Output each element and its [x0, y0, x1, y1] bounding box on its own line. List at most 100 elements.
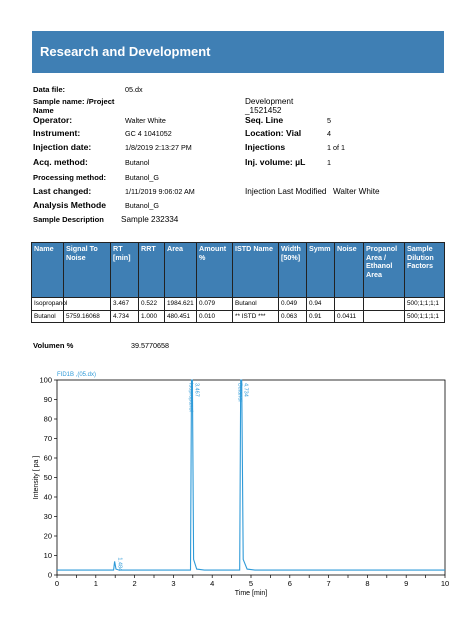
chart-title: FID1B ,(05.dx) [57, 372, 97, 378]
y-tick-label: 90 [44, 395, 52, 404]
instrument-value: GC 4 1041052 [125, 129, 172, 138]
data-file-label: Data file: [33, 85, 66, 94]
column-header: Noise [334, 242, 364, 298]
inj-volume-label: Inj. volume: µL [245, 157, 306, 167]
y-tick-label: 0 [48, 571, 52, 580]
table-row: Butanol 5759.16068 4.734 1.000 480.451 0… [31, 309, 445, 323]
results-table: Name Signal To Noise RT [min] RRT Area A… [31, 242, 445, 323]
column-header: Propanol Area / Ethanol Area [363, 242, 405, 298]
y-tick-label: 60 [44, 454, 52, 463]
analysis-method-label: Analysis Methode [33, 200, 107, 210]
y-tick-label: 50 [44, 473, 52, 482]
column-header: ISTD Name [232, 242, 279, 298]
y-tick-label: 40 [44, 493, 52, 502]
peak-rt-label: 4.734 [243, 383, 249, 397]
x-tick-label: 6 [288, 579, 292, 588]
table-cell: Butanol [31, 309, 64, 323]
table-cell: 0.91 [306, 309, 335, 323]
table-cell: 0.079 [196, 297, 233, 311]
volumen-label: Volumen % [33, 341, 74, 350]
column-header: Symm [306, 242, 335, 298]
injection-date-value: 1/8/2019 2:13:27 PM [125, 143, 192, 152]
table-cell [363, 309, 405, 323]
injections-value: 1 of 1 [327, 143, 345, 152]
x-tick-label: 4 [210, 579, 214, 588]
chromatogram-trace [57, 379, 445, 571]
table-cell: Isopropanol [31, 297, 67, 311]
y-tick-label: 20 [44, 532, 52, 541]
peak-rt-label: 1.484 [117, 557, 123, 571]
column-header: Name [31, 242, 64, 298]
table-header-row: Name Signal To Noise RT [min] RRT Area A… [31, 242, 445, 298]
sample-description-label: Sample Description [33, 215, 104, 224]
inj-volume-value: 1 [327, 158, 331, 167]
peak-name-label: Isopropanol [188, 383, 194, 412]
vial-label: Vial [286, 128, 302, 138]
injection-date-label: Injection date: [33, 142, 92, 152]
table-cell: 0.010 [196, 309, 233, 323]
column-header: RT [min] [110, 242, 139, 298]
y-tick-label: 100 [39, 376, 52, 385]
column-header: Amount % [196, 242, 233, 298]
column-header: Sample Dilution Factors [404, 242, 445, 298]
table-cell: 480.451 [164, 309, 197, 323]
location-label: Location: [245, 128, 284, 138]
volumen-value: 39.5770658 [131, 341, 169, 350]
acq-method-label: Acq. method: [33, 157, 88, 167]
peak-rt-label: 3.467 [194, 383, 200, 397]
x-tick-label: 8 [365, 579, 369, 588]
peak-label: 1.484 [117, 557, 123, 571]
table-cell: ** ISTD *** [232, 309, 279, 323]
table-cell: 0.522 [138, 297, 165, 311]
table-row: Isopropanol 3.467 0.522 1984.621 0.079 B… [31, 297, 445, 311]
operator-label: Operator: [33, 115, 73, 125]
x-tick-label: 0 [55, 579, 59, 588]
acq-method-value: Butanol [125, 158, 150, 167]
table-cell: 5759.16068 [63, 309, 111, 323]
vial-value: 4 [327, 129, 331, 138]
peak-label: 3.467Isopropanol [188, 383, 200, 412]
processing-method-label: Processing method: [33, 173, 106, 182]
table-cell: 1984.621 [164, 297, 197, 311]
table-cell: 0.0411 [334, 309, 364, 323]
table-cell: 500;1;1;1;1 [404, 309, 445, 323]
table-cell: 500;1;1;1;1 [404, 297, 445, 311]
table-cell: 4.734 [110, 309, 139, 323]
x-axis-label: Time [min] [235, 590, 267, 597]
plot-frame [56, 379, 446, 576]
x-tick-label: 10 [441, 579, 449, 588]
table-cell: 0.049 [278, 297, 307, 311]
table-cell: Butanol [232, 297, 279, 311]
column-header: Area [164, 242, 197, 298]
report-title: Research and Development [40, 44, 211, 59]
x-tick-label: 3 [171, 579, 175, 588]
instrument-label: Instrument: [33, 128, 81, 138]
column-header: RRT [138, 242, 165, 298]
x-tick-label: 1 [94, 579, 98, 588]
x-tick-label: 5 [249, 579, 253, 588]
table-cell: 3.467 [110, 297, 139, 311]
y-tick-label: 80 [44, 415, 52, 424]
development-value: _1521452 [245, 106, 282, 115]
analysis-method-value: Butanol_G [125, 201, 159, 210]
y-tick-label: 70 [44, 434, 52, 443]
report-header: Research and Development [32, 31, 444, 73]
table-cell [363, 297, 405, 311]
injection-last-modified-value: Walter White [333, 187, 380, 196]
peak-label: 4.734Butanol [237, 383, 249, 402]
operator-value: Walter White [125, 116, 166, 125]
processing-method-value: Butanol_G [125, 173, 159, 182]
sample-description-value: Sample 232334 [121, 215, 179, 224]
last-changed-value: 1/11/2019 9:06:02 AM [125, 187, 195, 196]
sample-name-label: Sample name: /Project Name [33, 97, 115, 115]
data-file-value: 05.dx [125, 85, 143, 94]
x-tick-label: 7 [327, 579, 331, 588]
injection-last-modified-label: Injection Last Modified [245, 187, 327, 196]
seq-line-value: 5 [327, 116, 331, 125]
seq-line-label: Seq. Line [245, 115, 284, 125]
table-cell: 0.063 [278, 309, 307, 323]
table-cell: 0.94 [306, 297, 335, 311]
peak-name-label: Butanol [237, 383, 243, 402]
table-cell: 1.000 [138, 309, 165, 323]
column-header: Width [50%] [278, 242, 307, 298]
